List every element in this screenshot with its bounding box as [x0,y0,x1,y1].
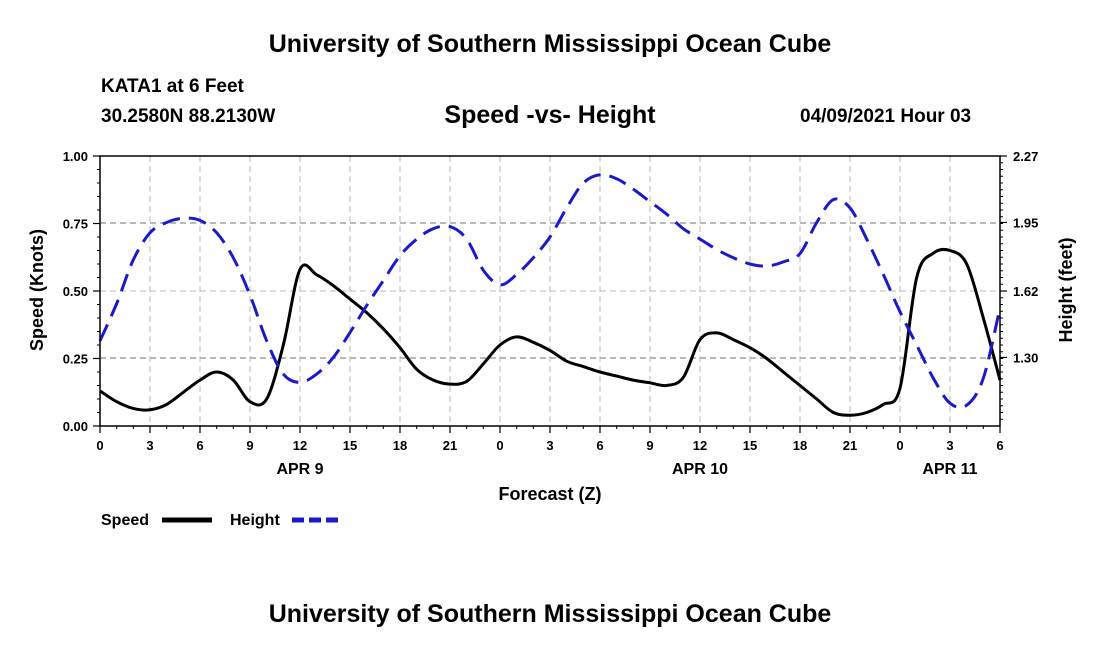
x-tick-label: 12 [293,438,307,453]
x-tick-label: 3 [146,438,153,453]
x-tick-label: 9 [246,438,253,453]
legend-label-speed: Speed [101,512,149,529]
grid-lines [100,156,1000,426]
y-axis-label-left: Speed (Knots) [27,229,47,351]
coordinates-label: 30.2580N 88.2130W [101,106,276,127]
x-tick-label: 15 [743,438,757,453]
forecast-datetime: 04/09/2021 Hour 03 [800,106,972,127]
x-tick-label: 6 [196,438,203,453]
x-tick-label: 6 [996,438,1003,453]
y2-tick-label: 1.95 [1013,215,1038,230]
legend-label-height: Height [230,512,280,529]
y-tick-label: 0.00 [63,419,88,434]
y-axis-label-right: Height (feet) [1056,238,1076,343]
x-tick-label: 12 [693,438,707,453]
series-lines [98,173,1002,417]
day-label: APR 9 [276,461,323,478]
y2-tick-label: 1.62 [1013,284,1038,299]
axis-ticks: 0 3 6 9 12 15 18 21 0 3 6 9 12 15 18 21 0 3 6 APR 9 APR 10 AP… [63,149,1039,478]
chart-title: Speed -vs- Height [444,101,656,129]
y-tick-label: 0.50 [63,284,88,299]
x-tick-label: 21 [843,438,857,453]
y-tick-label: 0.75 [63,217,88,232]
y-tick-label: 0.25 [63,352,88,367]
day-label: APR 11 [922,461,977,478]
y-tick-label: 1.00 [63,149,88,164]
page-title-bottom: University of Southern Mississippi Ocean… [268,600,832,628]
series-line-height [98,173,1002,410]
x-tick-label: 18 [393,438,407,453]
x-tick-label: 18 [793,438,807,453]
x-tick-label: 3 [946,438,953,453]
x-tick-label: 0 [496,438,503,453]
x-axis-label: Forecast (Z) [498,484,601,504]
x-tick-label: 9 [646,438,653,453]
page-title-top: University of Southern Mississippi Ocean… [268,30,832,58]
y2-tick-label: 1.30 [1013,350,1038,365]
series-line-speed [99,247,1002,417]
legend: Speed Height [101,512,342,529]
x-tick-label: 0 [896,438,903,453]
station-label: KATA1 at 6 Feet [101,76,244,97]
x-tick-label: 0 [96,438,103,453]
day-label: APR 10 [672,461,728,478]
x-tick-label: 21 [443,438,457,453]
y2-tick-label: 2.27 [1013,149,1038,164]
x-tick-label: 15 [343,438,357,453]
x-tick-label: 3 [546,438,553,453]
x-tick-label: 6 [596,438,603,453]
